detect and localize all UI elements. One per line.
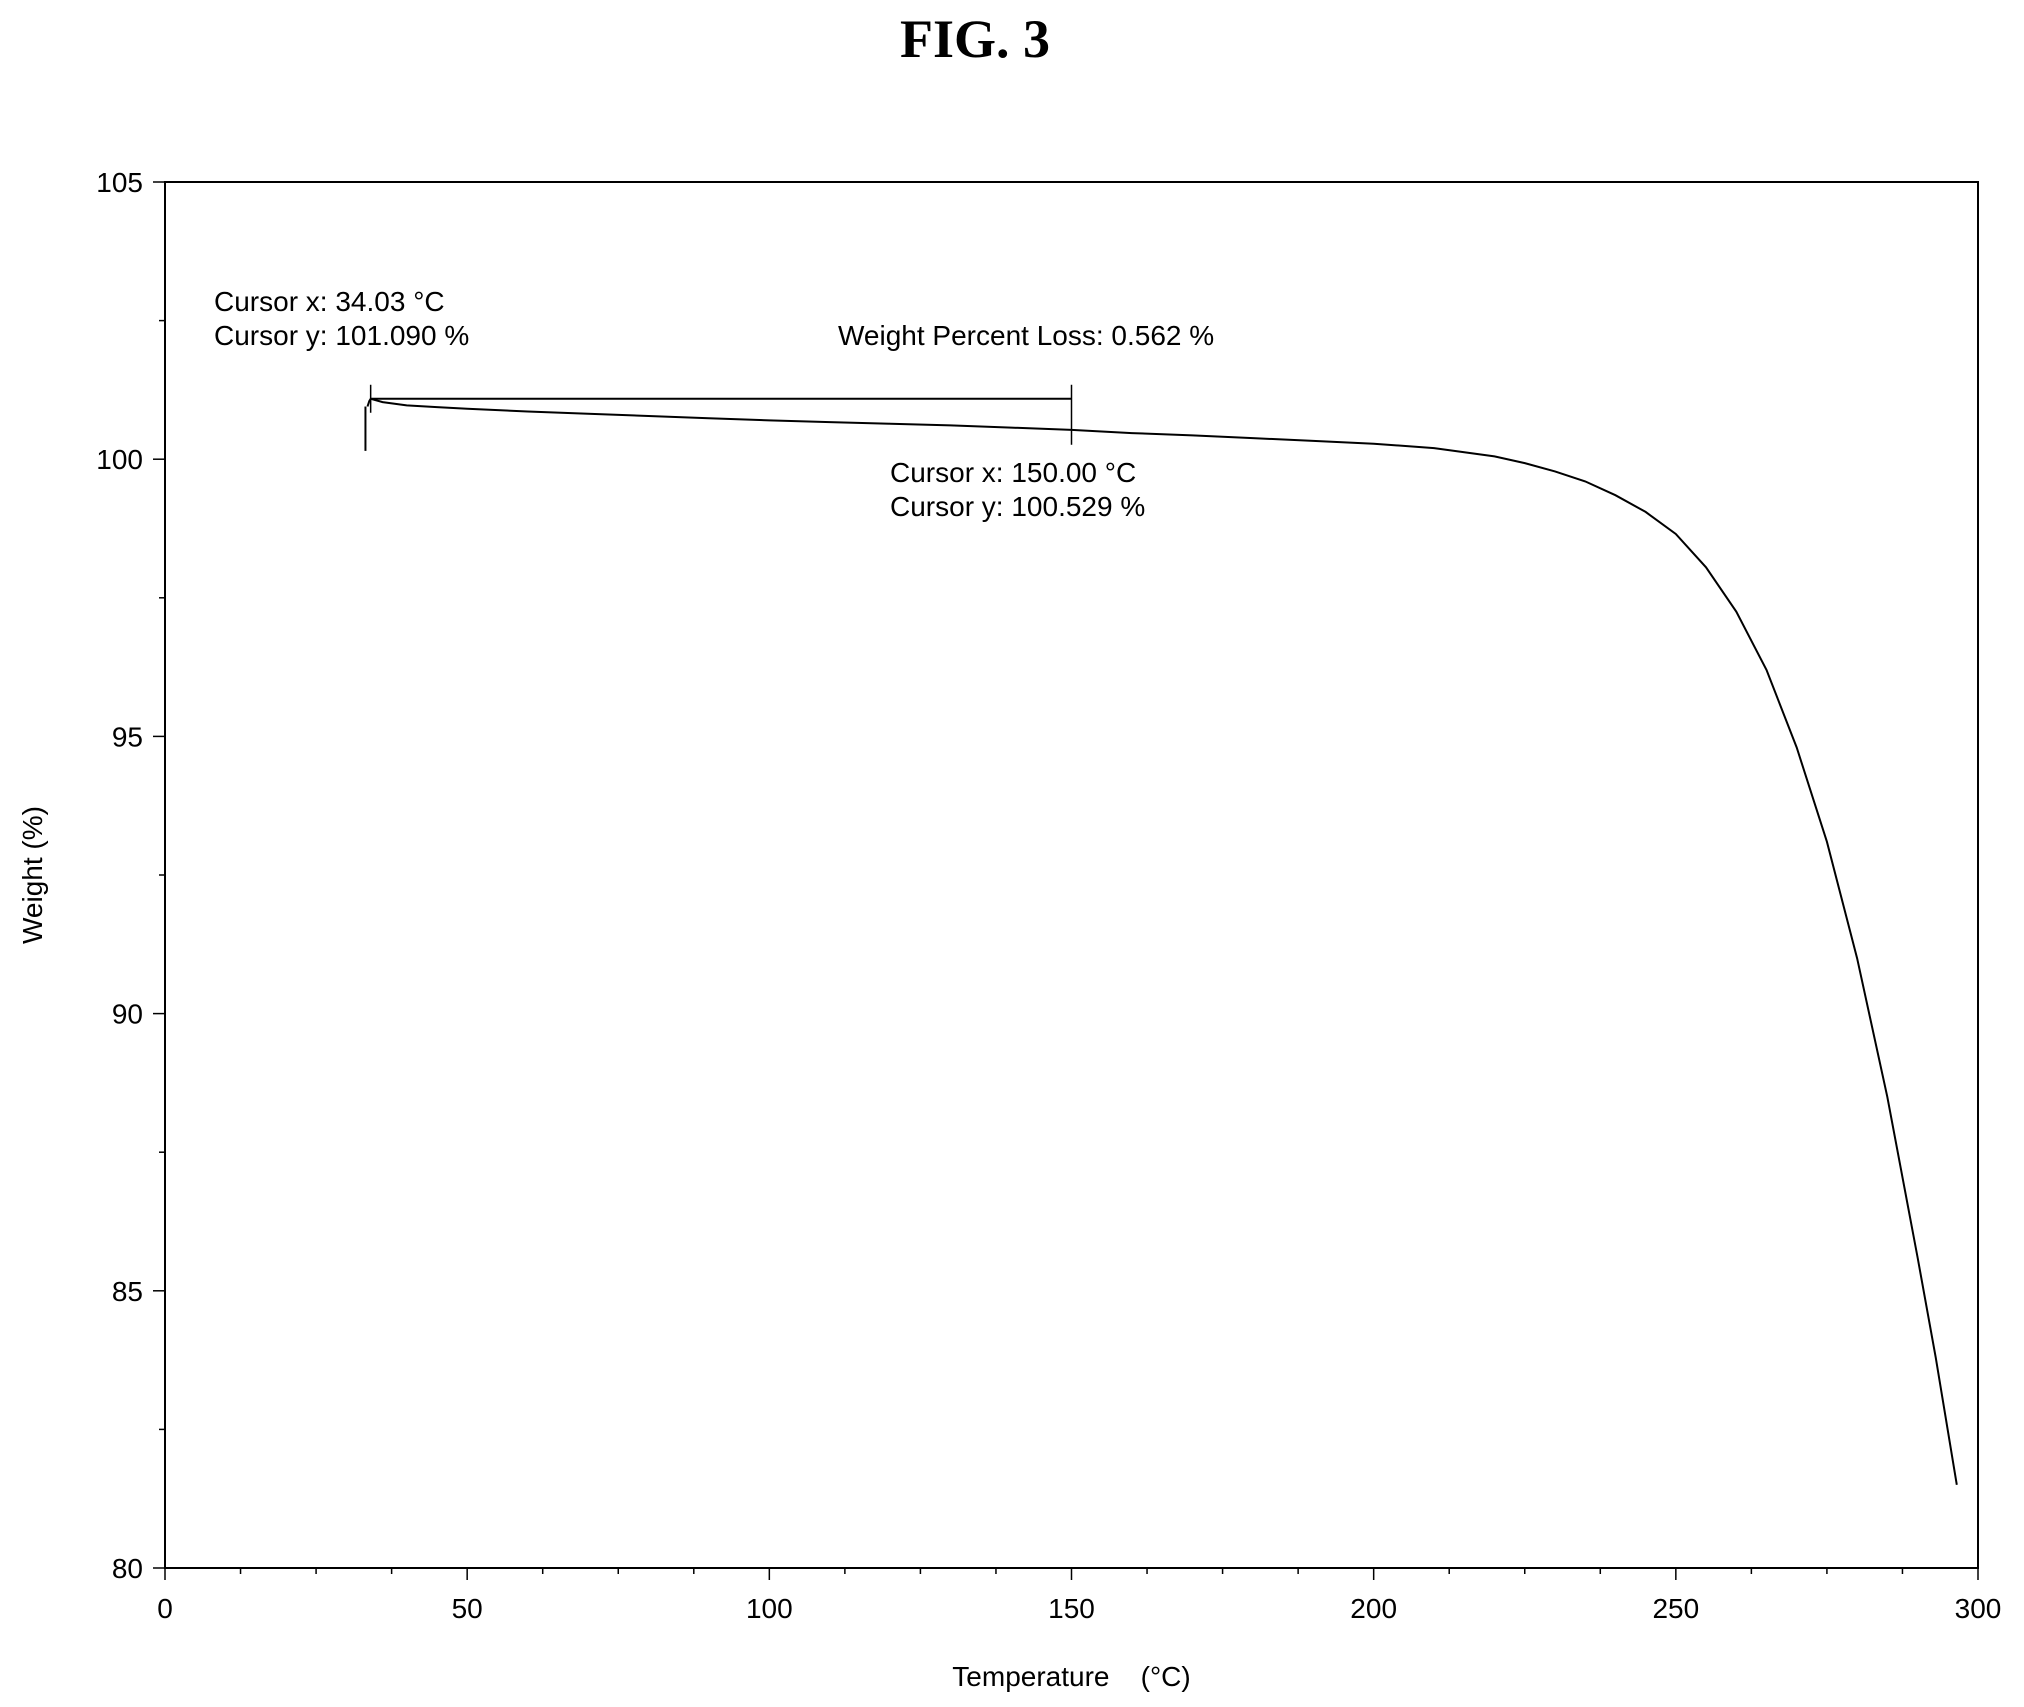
x-tick-label: 0	[157, 1593, 173, 1624]
axis-ticks	[153, 181, 1979, 1580]
figure-title: FIG. 3	[899, 9, 1050, 69]
x-tick-label: 200	[1350, 1593, 1397, 1624]
cursor1-x-label: Cursor x: 34.03 °C	[214, 286, 445, 317]
x-tick-label: 250	[1652, 1593, 1699, 1624]
weight-curve	[366, 397, 1958, 1485]
y-tick-label: 95	[112, 721, 143, 752]
y-tick-label: 90	[112, 999, 143, 1030]
axis-tick-labels: 0 50 100 150 200 250 300 80 85 90 95 100 105	[96, 167, 2001, 1624]
cursor-markers	[364, 384, 1073, 451]
cursor2-x-label: Cursor x: 150.00 °C	[890, 457, 1136, 488]
y-tick-label: 105	[96, 167, 143, 198]
x-tick-label: 100	[746, 1593, 793, 1624]
y-axis-label: Weight (%)	[17, 806, 48, 944]
y-tick-label: 85	[112, 1276, 143, 1307]
x-tick-label: 150	[1048, 1593, 1095, 1624]
x-axis-label: Temperature (°C)	[952, 1661, 1190, 1692]
x-tick-label: 300	[1955, 1593, 2002, 1624]
cursor1-y-label: Cursor y: 101.090 %	[214, 320, 469, 351]
x-tick-label: 50	[452, 1593, 483, 1624]
cursor2-y-label: Cursor y: 100.529 %	[890, 491, 1145, 522]
y-tick-label: 80	[112, 1553, 143, 1584]
weight-loss-label: Weight Percent Loss: 0.562 %	[838, 320, 1214, 351]
y-tick-label: 100	[96, 444, 143, 475]
